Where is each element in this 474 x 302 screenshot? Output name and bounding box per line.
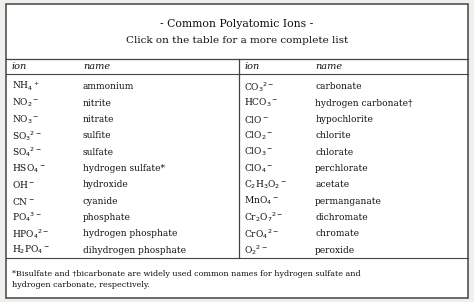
Text: C$_2$H$_3$O$_2$$^-$: C$_2$H$_3$O$_2$$^-$ (244, 178, 287, 191)
Text: ammonium: ammonium (83, 82, 134, 91)
Text: permanganate: permanganate (315, 197, 382, 206)
Text: chlorite: chlorite (315, 131, 351, 140)
Text: peroxide: peroxide (315, 246, 356, 255)
Text: ion: ion (244, 62, 259, 71)
Text: - Common Polyatomic Ions -: - Common Polyatomic Ions - (160, 19, 314, 29)
Text: HCO$_3$$^-$: HCO$_3$$^-$ (244, 97, 279, 109)
Text: O$_2$$^{2-}$: O$_2$$^{2-}$ (244, 243, 268, 257)
Text: name: name (83, 62, 110, 71)
Text: hypochlorite: hypochlorite (315, 115, 373, 124)
Text: SO$_3$$^{2-}$: SO$_3$$^{2-}$ (12, 129, 42, 143)
Text: OH$^-$: OH$^-$ (12, 179, 35, 190)
Text: Cr$_2$O$_7$$^{2-}$: Cr$_2$O$_7$$^{2-}$ (244, 210, 283, 224)
Text: ClO$^-$: ClO$^-$ (244, 114, 269, 125)
Text: PO$_4$$^{3-}$: PO$_4$$^{3-}$ (12, 210, 42, 224)
Text: HSO$_4$$^-$: HSO$_4$$^-$ (12, 162, 46, 175)
Text: hydrogen carbonate†: hydrogen carbonate† (315, 98, 412, 108)
Text: NO$_3$$^-$: NO$_3$$^-$ (12, 113, 39, 126)
Text: perchlorate: perchlorate (315, 164, 369, 173)
Text: H$_2$PO$_4$$^-$: H$_2$PO$_4$$^-$ (12, 244, 50, 256)
Text: sulfate: sulfate (83, 148, 114, 156)
Text: sulfite: sulfite (83, 131, 111, 140)
Text: nitrate: nitrate (83, 115, 114, 124)
Text: HPO$_4$$^{2-}$: HPO$_4$$^{2-}$ (12, 227, 49, 241)
Text: *Bisulfate and †bicarbonate are widely used common names for hydrogen sulfate an: *Bisulfate and †bicarbonate are widely u… (12, 270, 360, 289)
Text: CN$^-$: CN$^-$ (12, 195, 35, 207)
Text: dihydrogen phosphate: dihydrogen phosphate (83, 246, 186, 255)
Text: ClO$_2$$^-$: ClO$_2$$^-$ (244, 130, 273, 142)
Text: MnO$_4$$^-$: MnO$_4$$^-$ (244, 195, 279, 207)
Text: cyanide: cyanide (83, 197, 118, 206)
Text: nitrite: nitrite (83, 98, 112, 108)
Text: Click on the table for a more complete list: Click on the table for a more complete l… (126, 36, 348, 45)
Text: dichromate: dichromate (315, 213, 368, 222)
Text: ClO$_4$$^-$: ClO$_4$$^-$ (244, 162, 273, 175)
Text: chlorate: chlorate (315, 148, 353, 156)
Text: NO$_2$$^-$: NO$_2$$^-$ (12, 97, 39, 109)
Text: CO$_3$$^{2-}$: CO$_3$$^{2-}$ (244, 80, 274, 94)
Text: name: name (315, 62, 342, 71)
FancyBboxPatch shape (6, 4, 468, 298)
Text: chromate: chromate (315, 229, 359, 238)
Text: hydroxide: hydroxide (83, 180, 129, 189)
Text: NH$_4$$^+$: NH$_4$$^+$ (12, 80, 40, 93)
Text: phosphate: phosphate (83, 213, 131, 222)
Text: ion: ion (12, 62, 27, 71)
Text: carbonate: carbonate (315, 82, 362, 91)
Text: CrO$_4$$^{2-}$: CrO$_4$$^{2-}$ (244, 227, 279, 241)
Text: acetate: acetate (315, 180, 349, 189)
Text: ClO$_3$$^-$: ClO$_3$$^-$ (244, 146, 273, 158)
Text: SO$_4$$^{2-}$: SO$_4$$^{2-}$ (12, 145, 42, 159)
Text: hydrogen phosphate: hydrogen phosphate (83, 229, 177, 238)
Text: hydrogen sulfate*: hydrogen sulfate* (83, 164, 165, 173)
